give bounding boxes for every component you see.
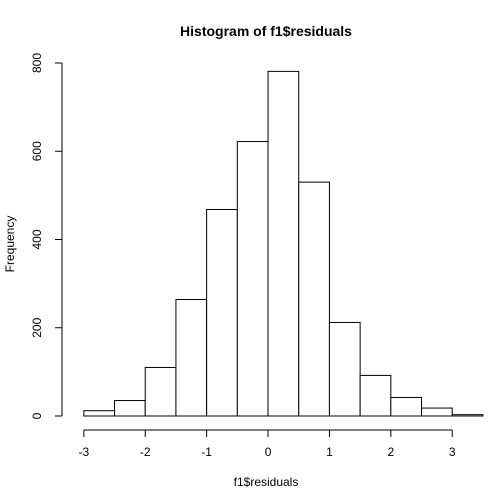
y-axis-label: Frequency (3, 216, 17, 273)
y-tick-label: 600 (30, 141, 44, 161)
x-tick-label: 0 (265, 445, 272, 459)
x-tick-label: 2 (387, 445, 394, 459)
histogram-bar (391, 397, 422, 416)
histogram-bar (176, 300, 207, 416)
y-axis: 0 200 400 600 800 (30, 53, 62, 420)
histogram-bar (115, 401, 146, 416)
y-tick-label: 800 (30, 53, 44, 73)
histogram-bar (452, 415, 483, 416)
histogram-bar (145, 367, 176, 416)
histogram-bar (207, 209, 238, 416)
x-tick-label: 1 (326, 445, 333, 459)
x-tick-label: -3 (79, 445, 90, 459)
bars-group (84, 71, 483, 416)
x-axis-label: f1$residuals (234, 475, 299, 489)
histogram-bar (360, 375, 391, 416)
x-tick-label: -1 (201, 445, 212, 459)
histogram-bar (422, 408, 453, 416)
histogram-bar (329, 322, 360, 416)
y-tick-label: 0 (30, 412, 44, 419)
y-tick-label: 400 (30, 229, 44, 249)
histogram-bar (299, 182, 330, 416)
x-tick-label: 3 (449, 445, 456, 459)
x-tick-label: -2 (140, 445, 151, 459)
histogram-bar (84, 411, 115, 416)
y-tick-label: 200 (30, 317, 44, 337)
chart-title: Histogram of f1$residuals (180, 23, 352, 39)
histogram-bar (237, 142, 268, 416)
histogram-bar (268, 71, 299, 416)
x-axis: -3 -2 -1 0 1 2 3 (79, 430, 456, 459)
